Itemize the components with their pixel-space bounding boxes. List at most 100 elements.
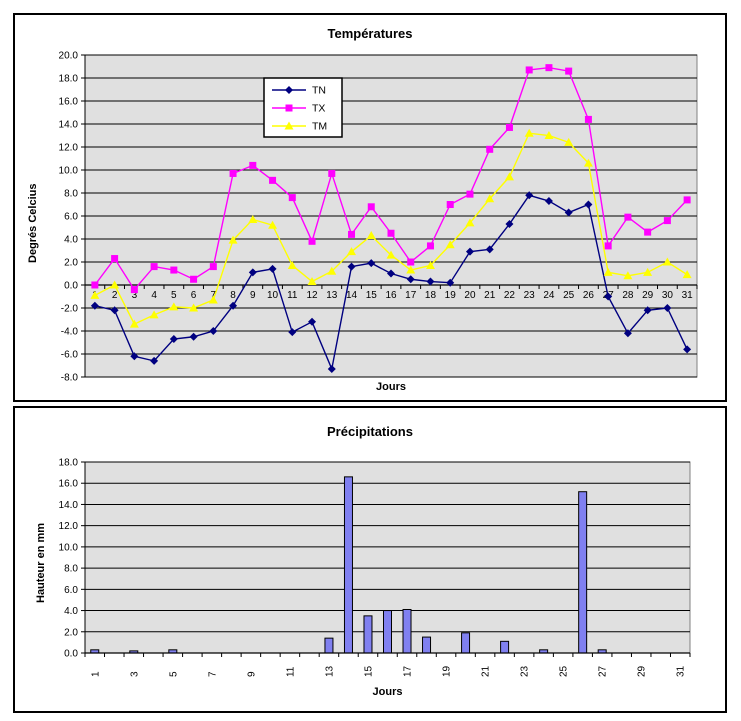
tx-marker — [486, 145, 494, 153]
y-tick-label: 18.0 — [59, 458, 79, 469]
tx-marker — [367, 203, 375, 211]
tn-marker — [505, 220, 514, 229]
x-tick-label: 31 — [676, 665, 687, 677]
tn-marker — [683, 345, 692, 354]
x-tick-label: 25 — [559, 665, 570, 677]
tm-marker — [662, 257, 672, 266]
bar-day-20 — [461, 632, 471, 654]
y-tick-label: 12.0 — [59, 143, 79, 154]
tm-marker — [90, 290, 100, 299]
tm-marker — [425, 260, 435, 269]
x-tick-label: 27 — [598, 665, 609, 677]
tn-marker — [643, 306, 652, 315]
x-tick-label: 17 — [405, 290, 417, 301]
tm-marker — [445, 240, 455, 249]
x-tick-label: 9 — [246, 671, 257, 677]
tn-marker — [90, 301, 99, 310]
x-tick-label: 30 — [662, 290, 674, 301]
tm-marker — [287, 260, 297, 269]
tm-marker — [129, 319, 139, 328]
tn-marker — [189, 332, 198, 341]
tm-marker — [564, 137, 574, 146]
y-tick-label: -4.0 — [61, 327, 79, 338]
x-tick-label: 21 — [481, 665, 492, 677]
tn-marker — [150, 356, 159, 365]
tx-marker — [150, 263, 158, 271]
tn-marker — [525, 191, 534, 200]
y-tick-label: -6.0 — [61, 350, 79, 361]
tm-marker — [583, 158, 593, 167]
tn-marker — [110, 306, 119, 315]
tm-marker — [465, 218, 475, 227]
bar-day-26 — [578, 491, 588, 654]
x-tick-label: 7 — [211, 290, 217, 301]
precipitations-y-axis-title: Hauteur en mm — [35, 522, 47, 603]
legend-label-tx: TX — [312, 103, 325, 115]
tn-marker — [544, 197, 553, 206]
tn-marker — [327, 364, 336, 373]
x-tick-label: 13 — [326, 290, 338, 301]
x-tick-label: 23 — [524, 290, 536, 301]
x-tick-label: 23 — [520, 665, 531, 677]
y-tick-label: 0.0 — [64, 281, 78, 292]
tn-marker — [169, 335, 178, 344]
tm-marker — [110, 280, 120, 289]
x-tick-label: 2 — [112, 290, 118, 301]
tx-marker — [190, 275, 198, 283]
y-tick-label: 8.0 — [64, 564, 78, 575]
tx-marker — [328, 169, 336, 177]
x-tick-label: 20 — [464, 290, 476, 301]
x-tick-label: 29 — [642, 290, 654, 301]
tx-marker — [663, 217, 671, 225]
x-tick-label: 9 — [250, 290, 256, 301]
tn-marker — [130, 352, 139, 361]
x-tick-label: 3 — [129, 671, 140, 677]
x-tick-label: 15 — [366, 290, 378, 301]
x-tick-label: 16 — [385, 290, 397, 301]
legend-label-tn: TN — [312, 85, 326, 97]
tx-marker — [308, 237, 316, 245]
tn-marker — [663, 304, 672, 312]
temperatures-y-axis-title: Degrés Celcius — [27, 183, 39, 263]
tn-marker — [308, 317, 317, 326]
tn-marker — [406, 275, 415, 284]
x-tick-label: 6 — [191, 290, 197, 301]
tn-marker — [564, 208, 573, 217]
tx-marker — [130, 286, 138, 294]
y-tick-label: 2.0 — [64, 258, 78, 269]
tx-marker — [348, 230, 356, 238]
tm-marker — [189, 303, 199, 312]
x-tick-label: 21 — [484, 290, 496, 301]
x-tick-label: 11 — [287, 290, 298, 301]
x-tick-label: 24 — [543, 290, 555, 301]
precipitations-panel[interactable]: 0.0 2.0 4.0 6.0 8.0 10.0 12.0 14.0 16.0 18.0 1 3 5 7 9… — [13, 406, 727, 713]
y-tick-label: 2.0 — [64, 627, 78, 638]
temperatures-panel[interactable]: -8.0 -6.0 -4.0 -2.0 0.0 2.0 4.0 6.0 8.0 10.0 12.0 1… — [13, 13, 727, 402]
tm-marker — [347, 247, 357, 256]
bar-day-13 — [324, 637, 334, 654]
x-tick-label: 28 — [622, 290, 634, 301]
tx-marker — [683, 196, 691, 204]
tx-marker — [288, 194, 296, 202]
x-tick-label: 11 — [285, 666, 296, 677]
tm-marker — [149, 310, 159, 319]
x-tick-label: 8 — [230, 290, 236, 301]
tx-marker — [229, 169, 237, 177]
y-tick-label: 14.0 — [59, 500, 79, 511]
tx-marker — [584, 115, 592, 123]
tx-marker — [249, 161, 257, 169]
tn-marker — [288, 328, 297, 337]
x-tick-label: 19 — [442, 665, 453, 677]
y-tick-label: -8.0 — [61, 373, 79, 384]
tm-marker — [386, 250, 396, 259]
y-tick-label: 4.0 — [64, 235, 78, 246]
tx-marker — [565, 67, 573, 75]
x-tick-label: 14 — [346, 290, 358, 301]
tx-marker — [624, 213, 632, 221]
x-tick-label: 19 — [445, 290, 457, 301]
y-tick-label: 6.0 — [64, 585, 78, 596]
tx-marker — [209, 263, 217, 271]
y-tick-label: 16.0 — [59, 97, 79, 108]
tx-marker — [466, 190, 474, 198]
y-tick-label: 10.0 — [59, 542, 79, 553]
